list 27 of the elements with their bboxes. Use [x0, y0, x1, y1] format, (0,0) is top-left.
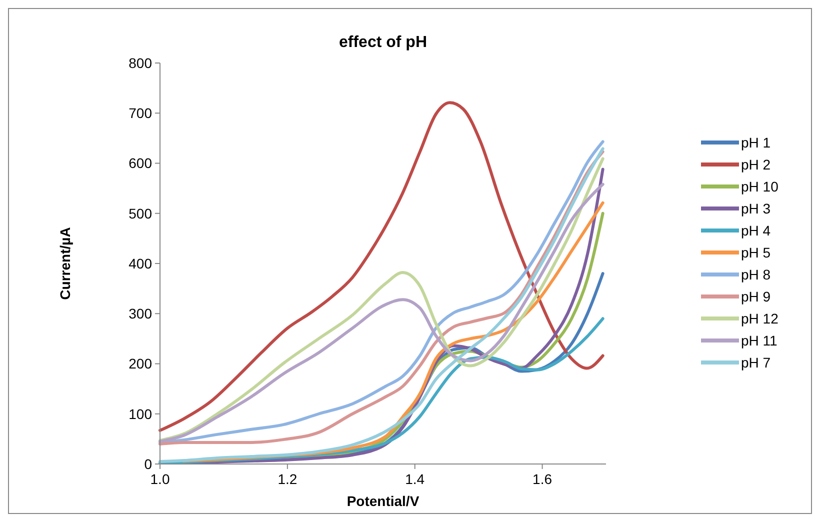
y-tick-label: 400 [128, 255, 152, 272]
legend-label: pH 4 [741, 222, 771, 238]
legend-label: pH 7 [741, 354, 771, 370]
y-tick-label: 500 [128, 205, 152, 222]
y-tick-label: 700 [128, 105, 152, 122]
x-tick-label: 1.0 [150, 471, 170, 487]
y-axis-title: Current/µA [57, 227, 73, 300]
chart-title: effect of pH [339, 34, 427, 51]
legend-label: pH 5 [741, 244, 771, 260]
y-tick-label: 300 [128, 306, 152, 322]
x-tick-label: 1.6 [532, 471, 552, 487]
y-tick-label: 100 [128, 406, 152, 422]
x-axis-title: Potential/V [346, 493, 420, 509]
x-tick-label: 1.2 [278, 471, 298, 487]
y-tick-label: 600 [128, 155, 152, 172]
y-tick-label: 0 [144, 456, 152, 472]
legend-label: pH 10 [741, 178, 779, 194]
y-tick-label: 200 [128, 356, 152, 372]
legend-label: pH 11 [741, 332, 778, 348]
legend-label: pH 2 [741, 156, 771, 172]
legend-label: pH 8 [741, 266, 771, 282]
legend-label: pH 1 [741, 134, 771, 150]
legend-label: pH 9 [741, 288, 771, 304]
legend-label: pH 12 [741, 310, 779, 326]
y-tick-label: 800 [128, 54, 152, 71]
legend-label: pH 3 [741, 200, 771, 216]
x-tick-label: 1.4 [405, 471, 425, 487]
